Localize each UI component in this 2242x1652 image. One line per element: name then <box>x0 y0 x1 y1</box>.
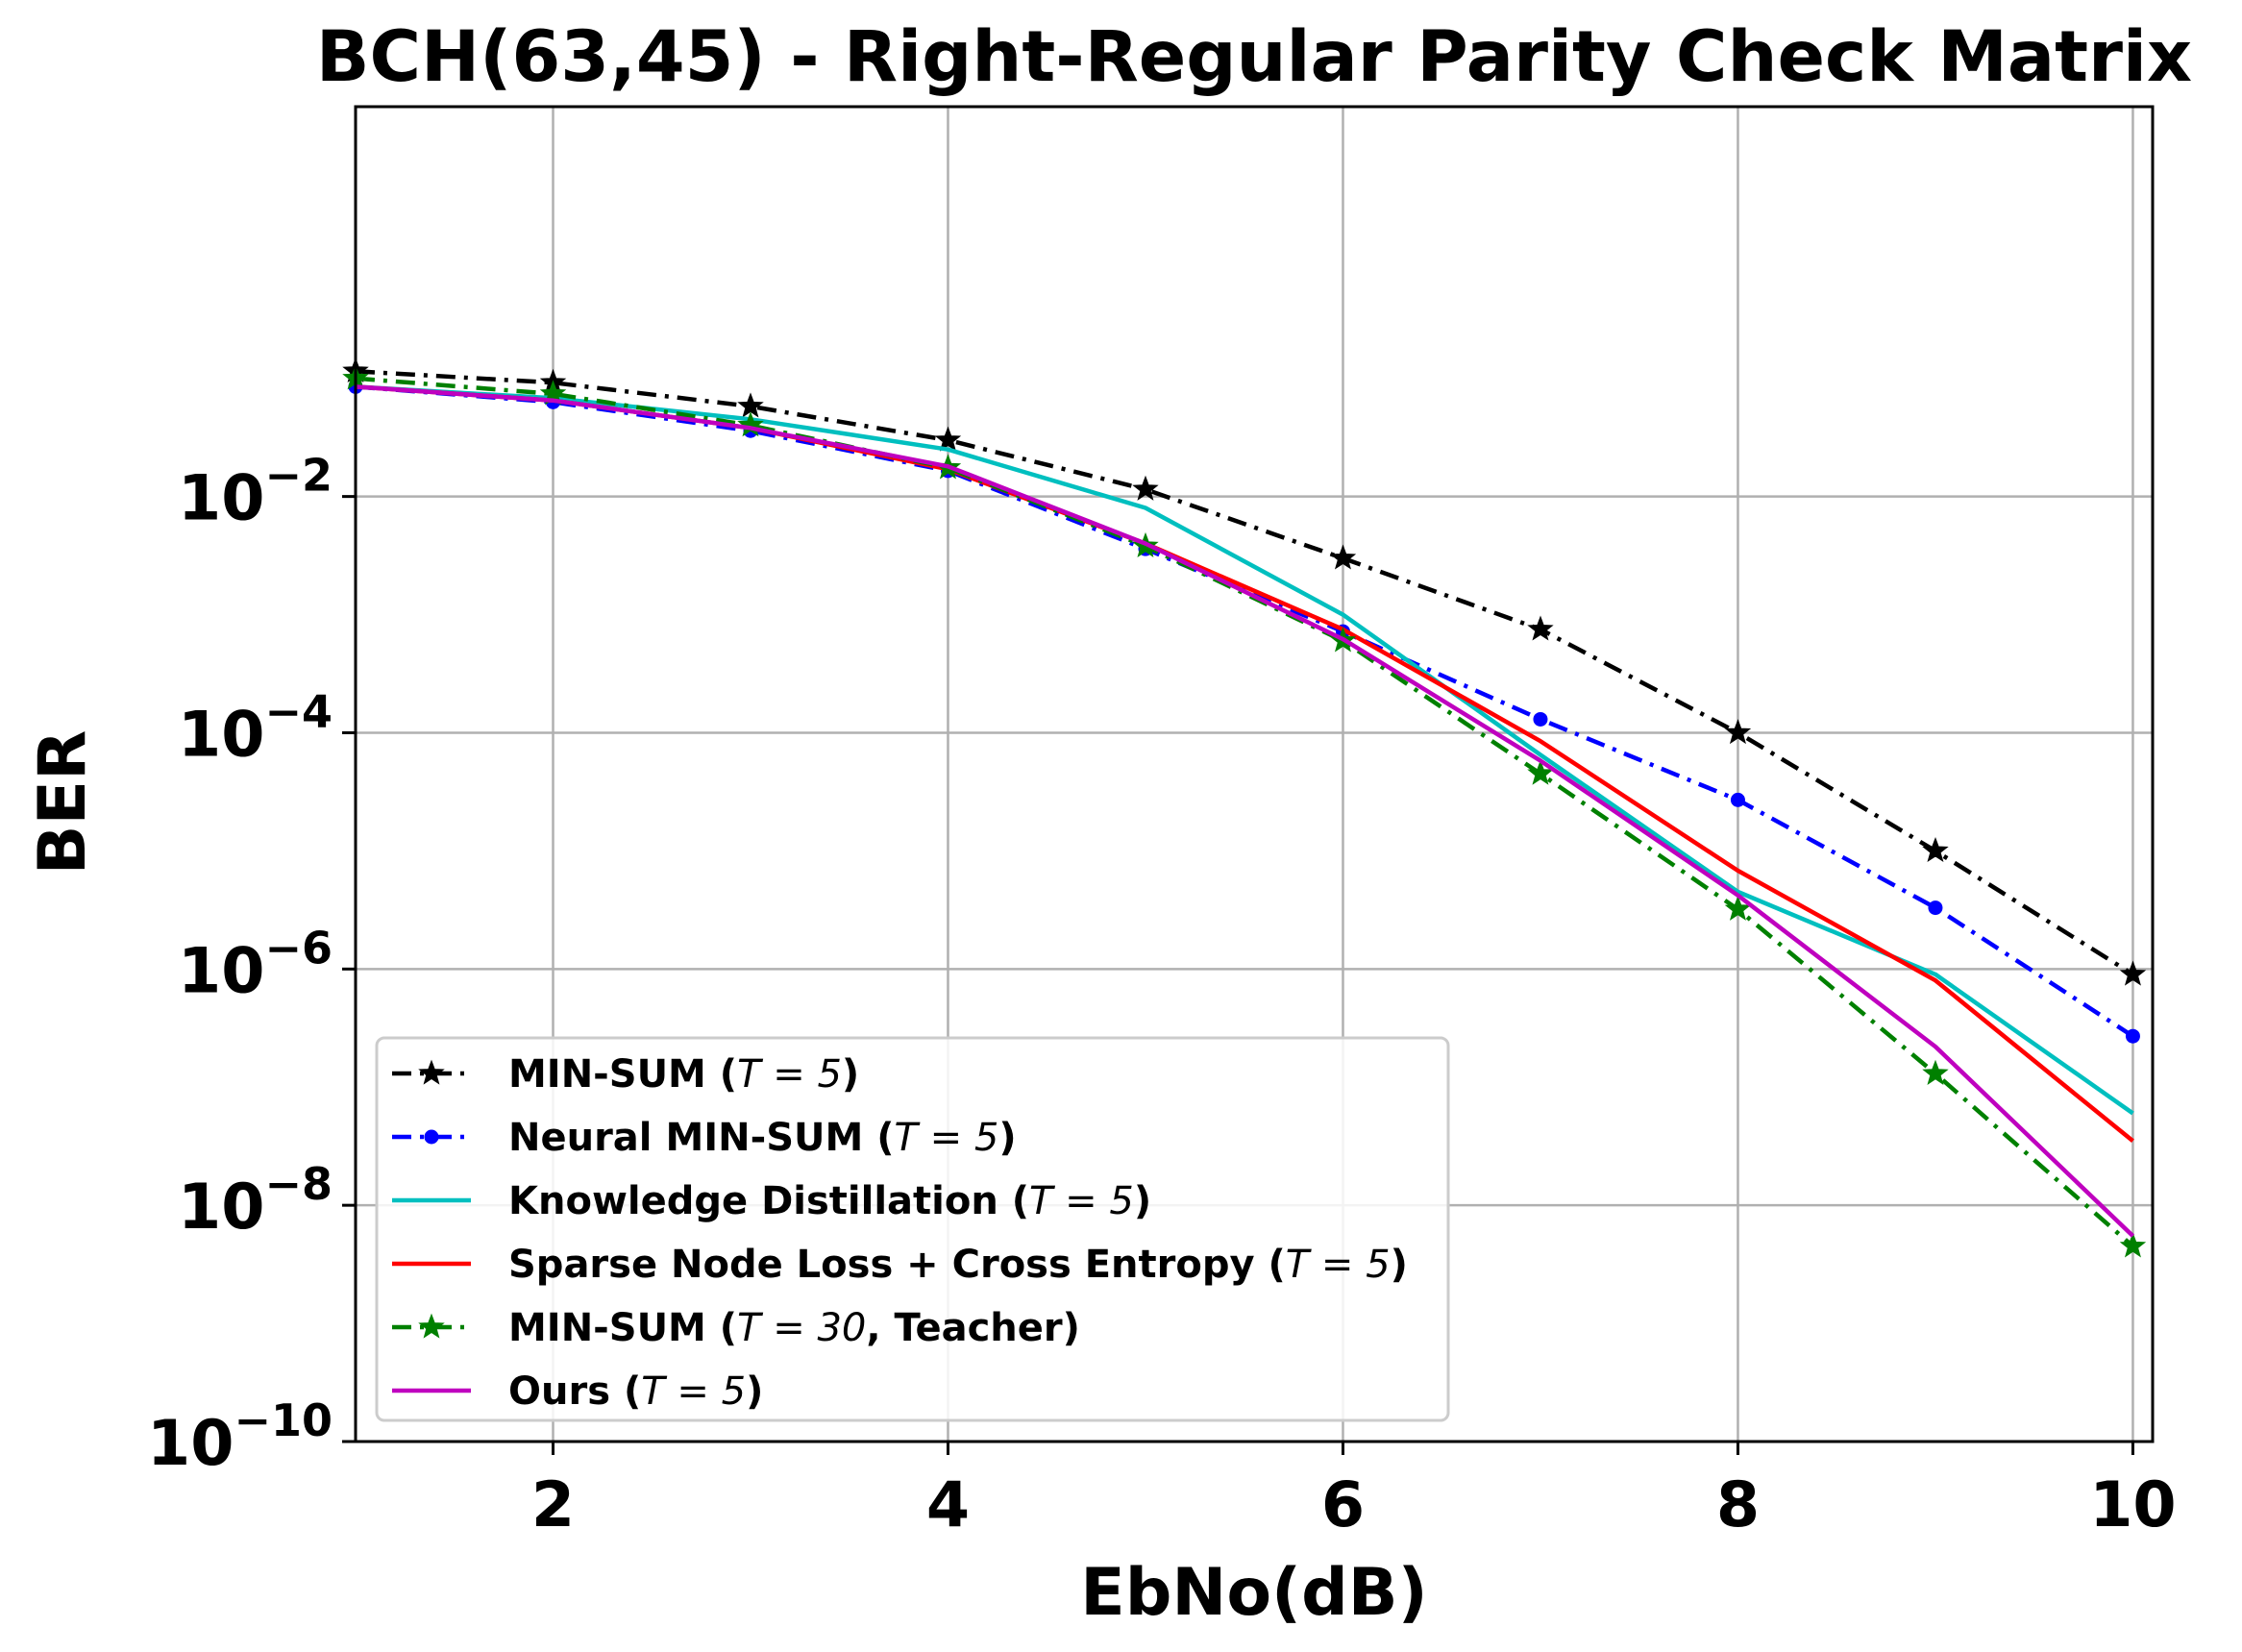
x-tick-label: 8 <box>1716 1469 1760 1541</box>
legend-label: MIN-SUM (T = 30, Teacher) <box>508 1306 1080 1350</box>
data-point <box>934 426 962 452</box>
legend-label-text: ) <box>746 1369 763 1414</box>
legend-label-math: T = 5 <box>1286 1243 1391 1287</box>
series-line <box>355 376 2134 1248</box>
legend-entry: MIN-SUM (T = 5) <box>392 1052 859 1097</box>
series-5 <box>355 384 2135 1238</box>
legend-label: Knowledge Distillation (T = 5) <box>508 1179 1151 1223</box>
data-point <box>1132 475 1159 501</box>
y-tick-label: 10−10 <box>147 1394 333 1480</box>
legend-label-text: MIN-SUM ( <box>508 1052 737 1097</box>
legend-label: Neural MIN-SUM (T = 5) <box>508 1116 1017 1160</box>
legend-label-text: Ours ( <box>508 1369 641 1414</box>
chart-title: BCH(63,45) - Right-Regular Parity Check … <box>316 16 2192 98</box>
legend-label-math: T = 5 <box>895 1116 999 1160</box>
data-point <box>1928 900 1943 916</box>
legend-label-text: ) <box>842 1052 859 1097</box>
y-tick-base: 10 <box>178 1171 264 1244</box>
series-line <box>355 369 2134 976</box>
legend-label-text: ) <box>998 1116 1016 1160</box>
legend-label: Sparse Node Loss + Cross Entropy (T = 5) <box>508 1243 1408 1287</box>
legend: MIN-SUM (T = 5)Neural MIN-SUM (T = 5)Kno… <box>375 1036 1450 1422</box>
data-point <box>1730 792 1745 807</box>
y-tick-exponent: −10 <box>234 1394 333 1446</box>
x-tick-label: 10 <box>2089 1469 2176 1541</box>
legend-entry: Knowledge Distillation (T = 5) <box>392 1179 1151 1223</box>
data-point <box>1724 719 1752 745</box>
legend-label-math: T = 30 <box>737 1306 866 1350</box>
data-point <box>737 411 764 437</box>
x-tick-label: 2 <box>531 1469 575 1541</box>
y-tick-exponent: −6 <box>264 922 333 974</box>
legend-label: MIN-SUM (T = 5) <box>508 1052 859 1097</box>
data-point <box>2119 1232 2147 1258</box>
legend-box <box>375 1036 1450 1422</box>
legend-marker <box>418 1313 445 1339</box>
legend-marker <box>418 1059 445 1085</box>
plot-frame <box>354 105 2155 1443</box>
legend-label-text: ) <box>1391 1243 1408 1287</box>
legend-label: Ours (T = 5) <box>508 1369 763 1414</box>
y-tick-base: 10 <box>147 1408 234 1480</box>
legend-entry: Neural MIN-SUM (T = 5) <box>392 1116 1017 1160</box>
y-tick-label: 10−6 <box>178 922 333 1007</box>
data-point <box>1527 615 1554 641</box>
legend-label-text: Knowledge Distillation ( <box>508 1179 1029 1223</box>
x-tick-label: 6 <box>1321 1469 1365 1541</box>
y-tick-base: 10 <box>178 463 264 535</box>
data-point <box>1329 544 1357 570</box>
legend-label-text: Sparse Node Loss + Cross Entropy ( <box>508 1243 1286 1287</box>
data-point <box>1724 895 1752 921</box>
legend-entry: MIN-SUM (T = 30, Teacher) <box>392 1306 1080 1350</box>
legend-marker <box>424 1129 439 1145</box>
y-tick-label: 10−8 <box>178 1158 333 1244</box>
legend-label-text: MIN-SUM ( <box>508 1306 737 1350</box>
legend-label-text: , Teacher) <box>866 1306 1080 1350</box>
y-tick-label: 10−2 <box>178 450 333 535</box>
legend-label-math: T = 5 <box>737 1052 842 1097</box>
data-point <box>1527 759 1554 785</box>
legend-label-math: T = 5 <box>641 1369 746 1414</box>
legend-label-text: ) <box>1134 1179 1151 1223</box>
data-point <box>2119 960 2147 986</box>
series-line <box>355 384 2135 1238</box>
legend-entry: Ours (T = 5) <box>392 1369 763 1414</box>
legend-label-math: T = 5 <box>1029 1179 1134 1223</box>
y-tick-exponent: −2 <box>264 450 333 502</box>
y-tick-base: 10 <box>178 699 264 771</box>
y-tick-exponent: −8 <box>264 1158 333 1210</box>
y-tick-exponent: −4 <box>264 685 333 737</box>
y-tick-base: 10 <box>178 935 264 1007</box>
series-layer <box>342 357 2147 1258</box>
x-axis-label: EbNo(dB) <box>1080 1555 1427 1631</box>
x-tick-label: 4 <box>926 1469 970 1541</box>
data-point <box>1533 711 1548 727</box>
legend-entry: Sparse Node Loss + Cross Entropy (T = 5) <box>392 1243 1408 1287</box>
legend-label-text: Neural MIN-SUM ( <box>508 1116 895 1160</box>
data-point <box>1922 836 1949 863</box>
y-axis-label: BER <box>25 730 101 875</box>
data-point <box>1922 1059 1949 1085</box>
data-point <box>2125 1028 2140 1044</box>
y-tick-label: 10−4 <box>178 685 333 771</box>
